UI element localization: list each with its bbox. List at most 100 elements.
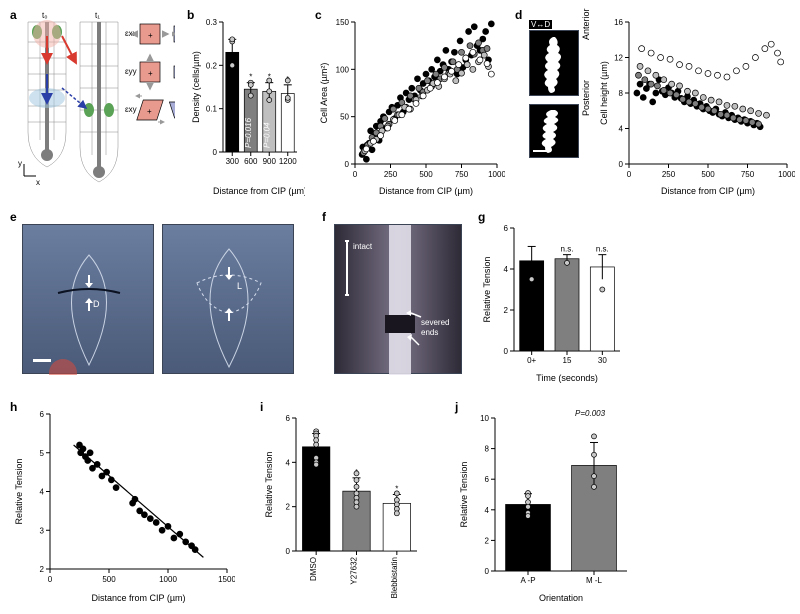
svg-text:severed: severed xyxy=(421,318,449,327)
svg-text:intact: intact xyxy=(353,242,373,251)
svg-text:0: 0 xyxy=(619,160,624,169)
svg-text:250: 250 xyxy=(662,170,676,179)
svg-text:6: 6 xyxy=(286,414,291,423)
svg-text:2: 2 xyxy=(485,536,490,545)
svg-text:0: 0 xyxy=(504,347,509,356)
panel-a-diagram: t₀ t₁ xyxy=(10,8,175,198)
svg-text:n.s.: n.s. xyxy=(561,245,574,254)
svg-text:900: 900 xyxy=(263,157,277,166)
svg-text:1000: 1000 xyxy=(488,170,505,179)
figure-root: a xyxy=(0,0,800,614)
panel-c: c 05010015002505007501000Cell Area (µm²)… xyxy=(315,8,505,198)
svg-text:+: + xyxy=(148,69,153,78)
embryo-image-2: L xyxy=(162,224,294,374)
svg-text:2: 2 xyxy=(40,565,45,574)
svg-text:500: 500 xyxy=(701,170,715,179)
svg-text:y: y xyxy=(18,159,22,168)
svg-text:0: 0 xyxy=(48,575,53,584)
svg-text:P=0.016: P=0.016 xyxy=(244,117,253,148)
svg-text:+: + xyxy=(148,31,153,40)
svg-text:DMSO: DMSO xyxy=(309,557,318,581)
panel-b: b 00.10.20.3300600*P=0.016900*P=0.041200… xyxy=(187,8,305,198)
panel-h: h 23456050010001500Relative TensionDista… xyxy=(10,400,235,605)
svg-text:+: + xyxy=(147,107,152,116)
svg-text:750: 750 xyxy=(455,170,469,179)
svg-text:L: L xyxy=(237,281,242,291)
svg-text:8: 8 xyxy=(619,89,624,98)
svg-text:100: 100 xyxy=(336,65,350,74)
svg-text:Y27632: Y27632 xyxy=(350,556,359,584)
svg-text:30: 30 xyxy=(598,356,607,365)
svg-text:x: x xyxy=(36,178,40,187)
svg-text:Distance from CIP (µm): Distance from CIP (µm) xyxy=(661,186,755,196)
svg-text:Orientation: Orientation xyxy=(539,593,583,603)
svg-text:t₀: t₀ xyxy=(42,11,48,20)
svg-text:ends: ends xyxy=(421,328,438,337)
vd-label: V↔D xyxy=(529,20,552,29)
svg-text:Relative Tension: Relative Tension xyxy=(482,257,492,323)
panel-i-label: i xyxy=(260,400,263,414)
panel-f: f intact severed ends xyxy=(322,210,467,380)
svg-text:750: 750 xyxy=(741,170,755,179)
scalebar-d xyxy=(533,150,551,152)
svg-text:150: 150 xyxy=(336,18,350,27)
svg-text:300: 300 xyxy=(226,157,240,166)
panel-e: e D L xyxy=(10,210,310,380)
svg-text:P=0.04: P=0.04 xyxy=(262,122,271,148)
svg-text:0+: 0+ xyxy=(527,356,536,365)
anterior-image xyxy=(529,30,579,96)
svg-text:n.s.: n.s. xyxy=(596,245,609,254)
svg-text:0: 0 xyxy=(485,567,490,576)
panel-h-chart: 23456050010001500Relative TensionDistanc… xyxy=(10,400,235,605)
svg-text:Relative Tension: Relative Tension xyxy=(264,452,274,518)
svg-text:Distance from CIP (µm): Distance from CIP (µm) xyxy=(91,593,185,603)
svg-text:Time (seconds): Time (seconds) xyxy=(536,373,598,383)
svg-text:4: 4 xyxy=(485,506,490,515)
svg-text:M -L: M -L xyxy=(586,576,603,585)
svg-text:4: 4 xyxy=(40,488,45,497)
svg-text:10: 10 xyxy=(480,414,489,423)
svg-text:0.1: 0.1 xyxy=(206,105,218,114)
panel-j-label: j xyxy=(455,400,458,414)
panel-d-label: d xyxy=(515,8,522,22)
svg-text:1200: 1200 xyxy=(279,157,297,166)
svg-text:ɛxy: ɛxy xyxy=(125,105,137,114)
svg-text:0: 0 xyxy=(345,160,350,169)
anterior-label: Anterior xyxy=(581,8,591,40)
svg-text:P=0.038: P=0.038 xyxy=(281,117,290,148)
svg-text:6: 6 xyxy=(504,224,509,233)
panel-j: j 0246810A -PM -LRelative TensionOrienta… xyxy=(455,400,635,605)
svg-text:P=0.003: P=0.003 xyxy=(575,409,606,418)
svg-text:0: 0 xyxy=(286,547,291,556)
svg-text:12: 12 xyxy=(614,54,623,63)
svg-text:D: D xyxy=(93,299,100,309)
panel-d-chart: 048121602505007501000Cell height (µm)Dis… xyxy=(595,8,795,198)
svg-text:2: 2 xyxy=(286,503,291,512)
svg-text:500: 500 xyxy=(419,170,433,179)
svg-text:Cell Area (µm²): Cell Area (µm²) xyxy=(319,63,329,124)
panel-d: d V↔D Anterior Posterior 0 4 8 12 16 0 250 500 7… xyxy=(515,8,795,198)
svg-text:5: 5 xyxy=(40,449,45,458)
svg-text:Distance from CIP (µm): Distance from CIP (µm) xyxy=(213,186,305,196)
posterior-label: Posterior xyxy=(581,80,591,116)
panel-a: a xyxy=(10,8,175,198)
svg-text:0: 0 xyxy=(627,170,632,179)
panel-h-label: h xyxy=(10,400,17,414)
panel-g-label: g xyxy=(478,210,485,224)
panel-c-label: c xyxy=(315,8,322,22)
svg-text:16: 16 xyxy=(614,18,623,27)
svg-text:8: 8 xyxy=(485,445,490,454)
svg-text:3: 3 xyxy=(40,526,45,535)
panel-g: g 02460+15n.s.30n.s.Relative TensionTime… xyxy=(478,210,628,385)
panel-j-chart: 0246810A -PM -LRelative TensionOrientati… xyxy=(455,400,635,605)
svg-text:0.3: 0.3 xyxy=(206,18,218,27)
svg-text:4: 4 xyxy=(619,125,624,134)
panel-i: i 0246DMSOY27632*Blebbistatin*Relative T… xyxy=(260,400,425,605)
svg-text:0: 0 xyxy=(213,148,218,157)
svg-text:ɛyy: ɛyy xyxy=(125,67,137,76)
svg-text:Blebbistatin: Blebbistatin xyxy=(390,557,399,598)
svg-text:250: 250 xyxy=(384,170,398,179)
svg-text:15: 15 xyxy=(563,356,572,365)
svg-text:Relative Tension: Relative Tension xyxy=(459,462,469,528)
svg-text:Distance from CIP (µm): Distance from CIP (µm) xyxy=(379,186,473,196)
